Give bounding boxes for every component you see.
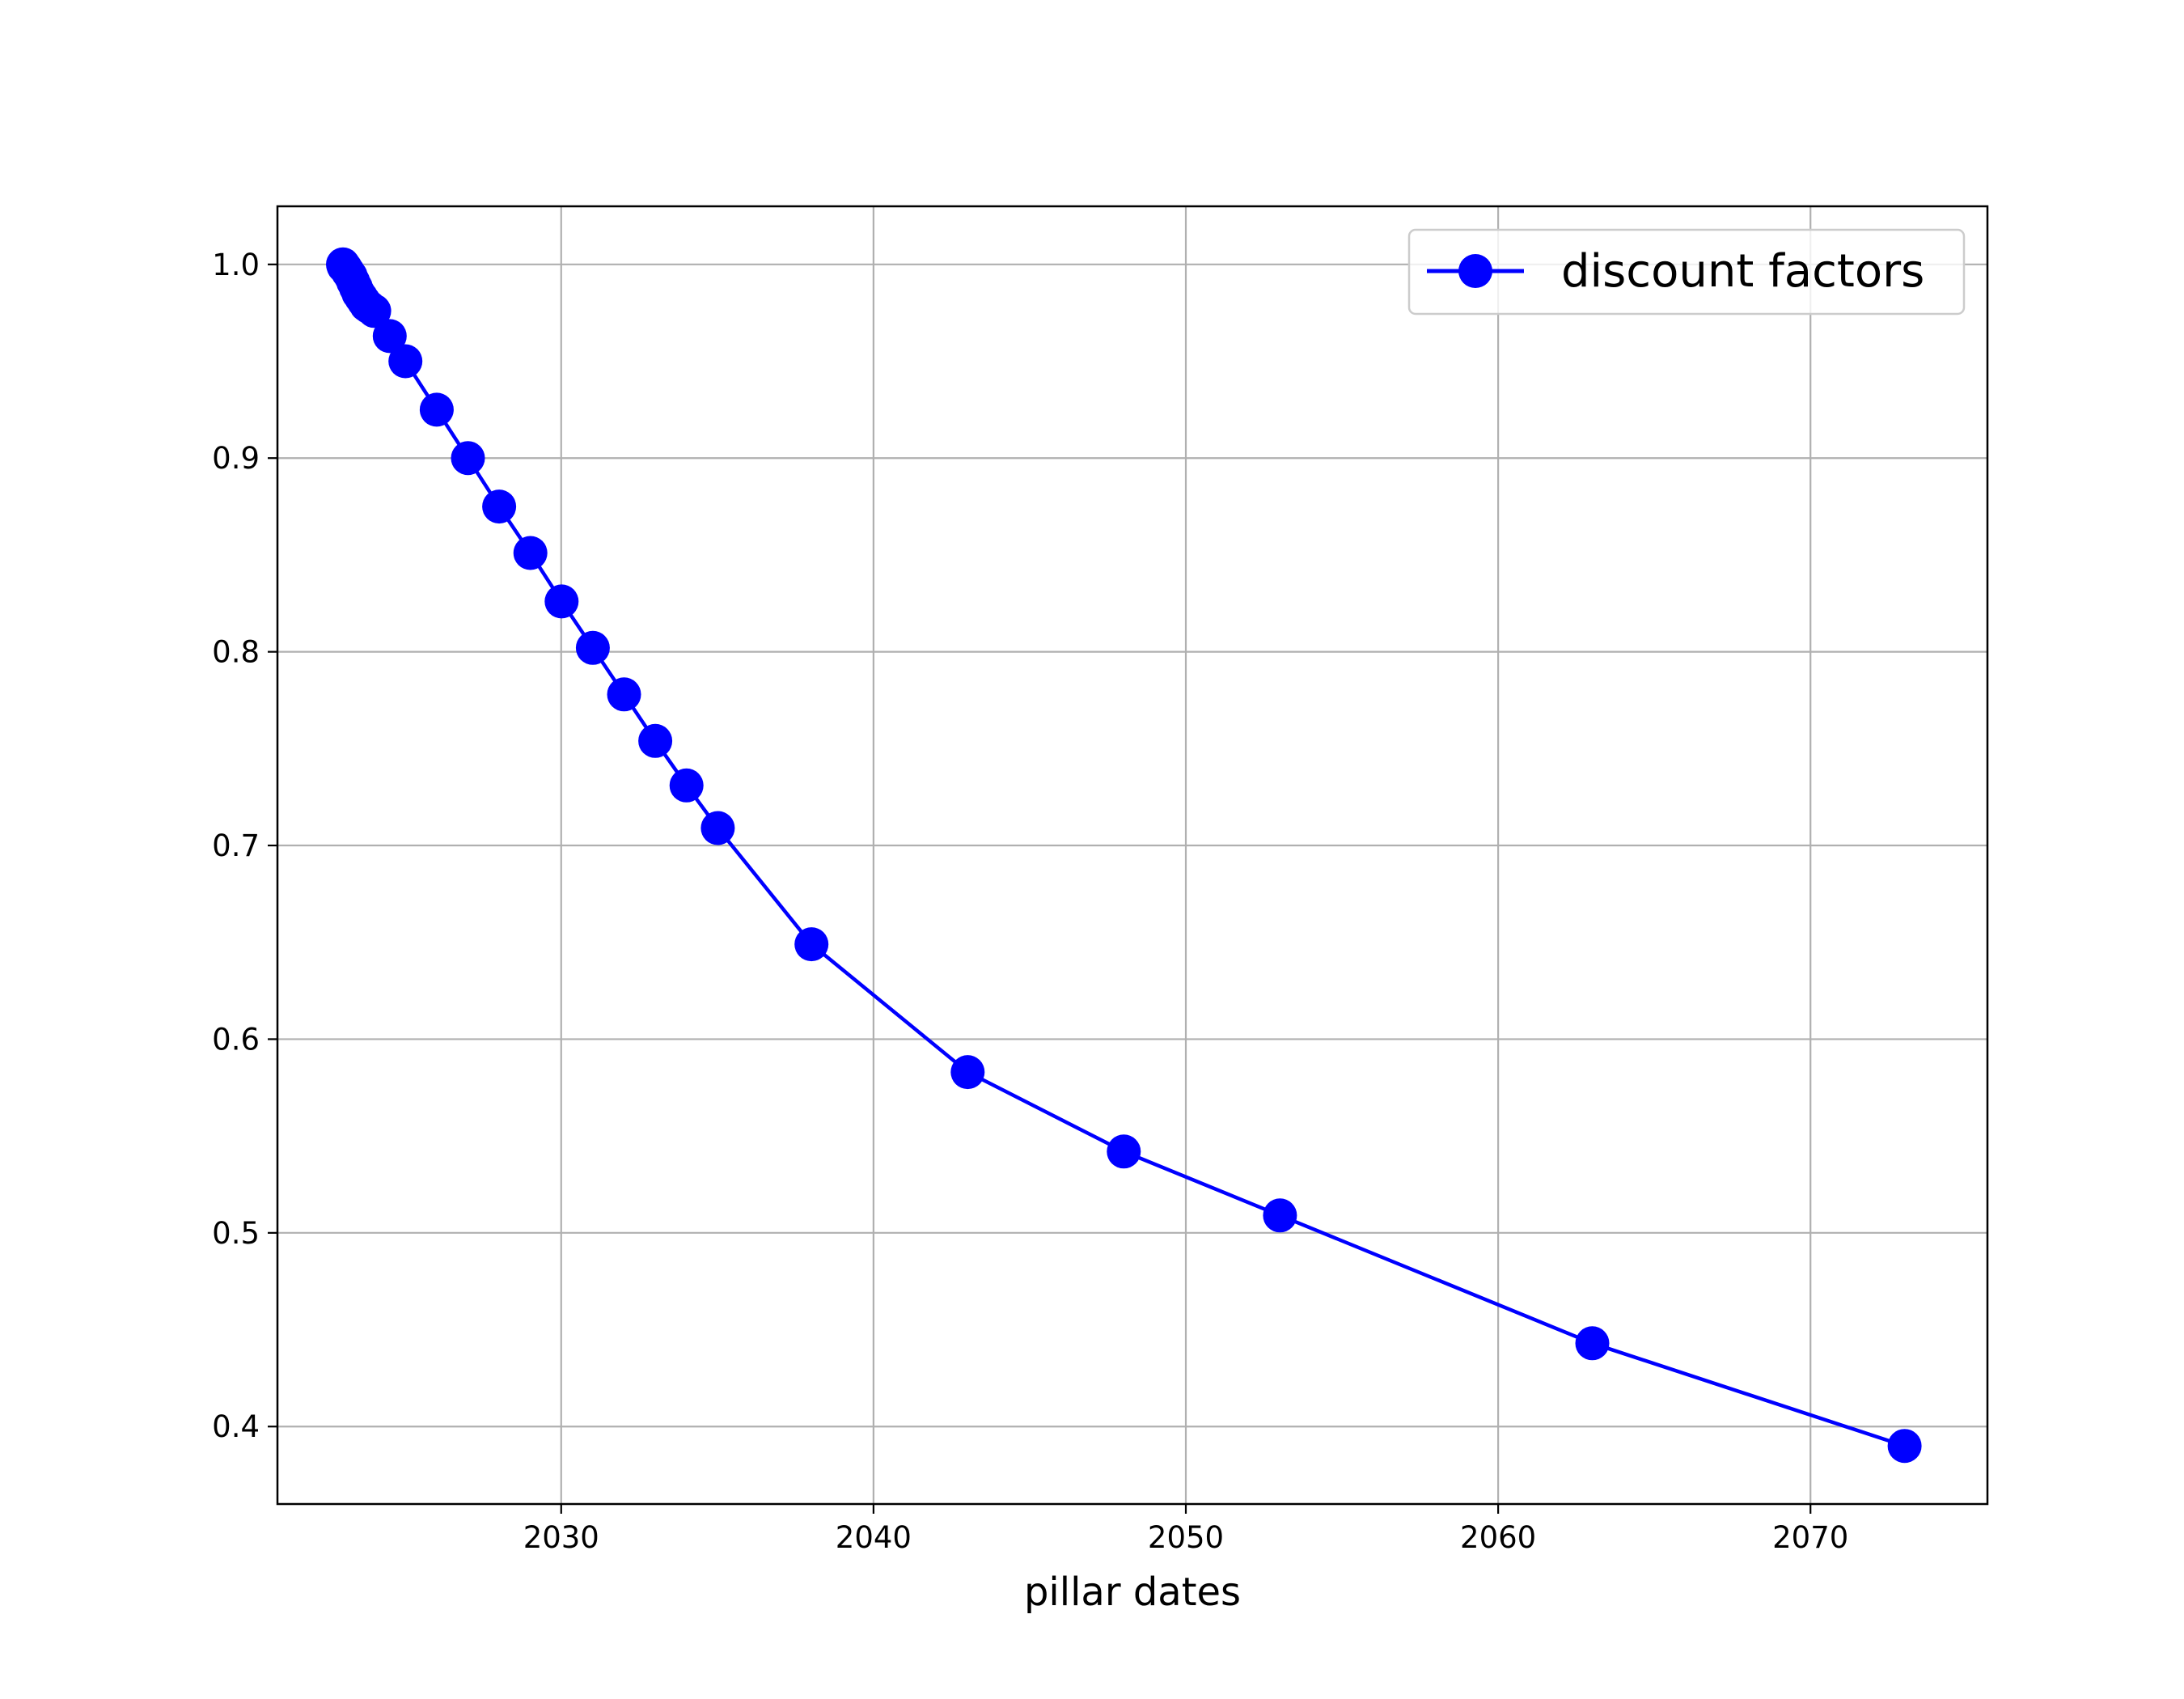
data-series xyxy=(326,247,1922,1464)
data-point xyxy=(513,536,548,570)
data-point xyxy=(1887,1429,1922,1464)
legend-marker-sample xyxy=(1458,254,1492,288)
y-tick-label: 0.5 xyxy=(212,1216,260,1251)
x-tick-label: 2070 xyxy=(1772,1520,1848,1555)
data-point xyxy=(1575,1326,1610,1361)
data-point xyxy=(451,441,485,476)
x-tick-label: 2030 xyxy=(523,1520,599,1555)
y-tick-label: 0.8 xyxy=(212,635,260,670)
legend: discount factors xyxy=(1407,228,1966,316)
plot-area xyxy=(277,206,1987,1504)
data-point xyxy=(575,630,610,665)
x-axis-label: pillar dates xyxy=(1024,1570,1241,1615)
y-tick-label: 0.6 xyxy=(212,1022,260,1057)
data-point xyxy=(794,927,829,962)
data-point xyxy=(482,489,517,524)
data-point xyxy=(700,811,735,845)
data-point xyxy=(607,677,641,712)
data-point xyxy=(669,768,704,803)
grid xyxy=(277,206,1987,1504)
legend-frame xyxy=(1407,228,1966,316)
data-point xyxy=(638,723,673,758)
data-point xyxy=(950,1055,985,1090)
y-tick-label: 0.7 xyxy=(212,828,260,863)
x-tick-label: 2060 xyxy=(1460,1520,1536,1555)
x-tick-label: 2040 xyxy=(836,1520,912,1555)
data-point xyxy=(1107,1134,1141,1169)
data-point xyxy=(357,294,392,328)
data-point xyxy=(544,584,579,619)
data-point xyxy=(388,344,423,379)
plot-frame xyxy=(276,205,1989,1506)
y-tick-label: 1.0 xyxy=(212,248,260,282)
axis-ticks: 2030 2040 2050 2060 2070 0.4 0.5 0.6 0.7 0.8 0.9 1.… xyxy=(212,248,1848,1555)
legend-entry-label: discount factors xyxy=(1561,245,1924,298)
data-point xyxy=(419,392,454,427)
data-point xyxy=(1263,1198,1297,1233)
data-point xyxy=(372,319,407,354)
y-tick-label: 0.4 xyxy=(212,1409,260,1444)
x-tick-label: 2050 xyxy=(1148,1520,1224,1555)
y-tick-label: 0.9 xyxy=(212,441,260,476)
